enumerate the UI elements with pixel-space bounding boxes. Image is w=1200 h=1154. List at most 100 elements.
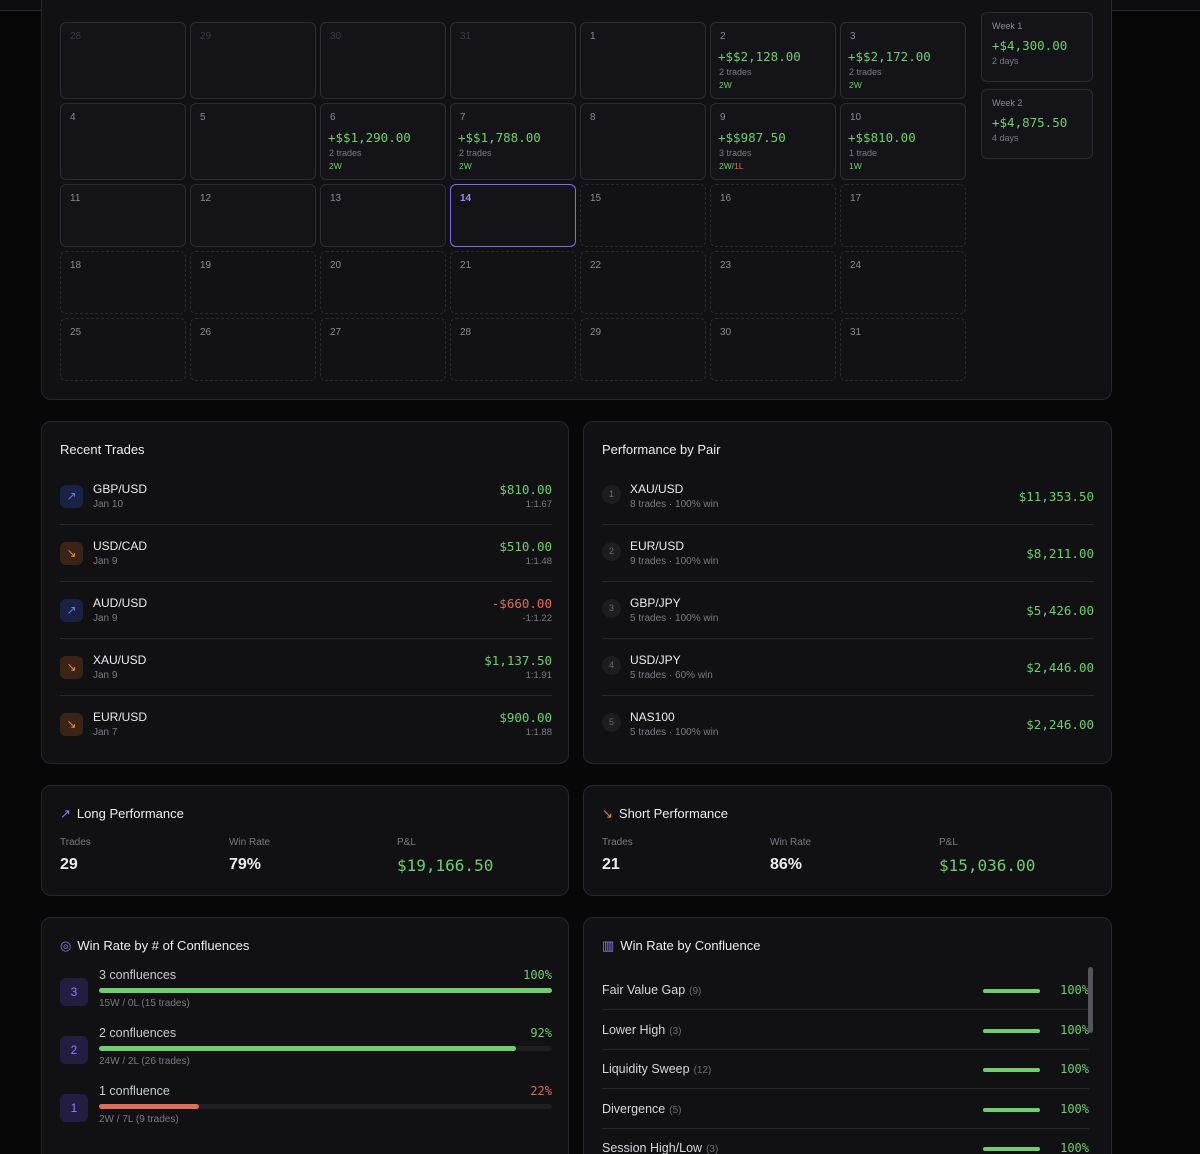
- day-trade-count: 3 trades: [719, 148, 752, 158]
- trade-row[interactable]: ↘ XAU/USD Jan 9 $1,137.50 1:1.91: [60, 639, 552, 696]
- confluence-row[interactable]: Divergence (5) 100%: [602, 1089, 1089, 1129]
- confluence-row[interactable]: Lower High (3) 100%: [602, 1010, 1089, 1050]
- pair-row[interactable]: 5 NAS100 5 trades · 100% win $2,246.00: [602, 696, 1094, 753]
- pair-row[interactable]: 1 XAU/USD 8 trades · 100% win $11,353.50: [602, 468, 1094, 525]
- long-performance-header: ↗ Long Performance: [60, 806, 184, 822]
- confluence-row[interactable]: Liquidity Sweep (12) 100%: [602, 1049, 1089, 1089]
- calendar-day[interactable]: 15: [580, 184, 706, 247]
- trend-down-icon: ↘: [60, 542, 83, 565]
- trade-risk-reward: -1:1.22: [522, 613, 552, 624]
- calendar-day[interactable]: 10 +$$810.00 1 trade 1W: [840, 103, 966, 180]
- calendar-day[interactable]: 13: [320, 184, 446, 247]
- pair-stats: 8 trades · 100% win: [630, 499, 719, 510]
- trade-date: Jan 9: [93, 556, 118, 567]
- calendar-day[interactable]: 8: [580, 103, 706, 180]
- day-trade-count: 1 trade: [849, 148, 878, 158]
- day-number: 28: [460, 327, 472, 338]
- pair-row[interactable]: 4 USD/JPY 5 trades · 60% win $2,446.00: [602, 639, 1094, 696]
- day-trade-count: 2 trades: [849, 67, 882, 77]
- day-number: 20: [330, 260, 342, 271]
- trade-row[interactable]: ↗ GBP/USD Jan 10 $810.00 1:1.67: [60, 468, 552, 525]
- calendar-day[interactable]: 11: [60, 184, 186, 247]
- pair-rank: 1: [602, 485, 621, 504]
- calendar-day[interactable]: 27: [320, 318, 446, 381]
- calendar-day[interactable]: 12: [190, 184, 316, 247]
- day-number: 2: [720, 31, 726, 42]
- calendar-day[interactable]: 25: [60, 318, 186, 381]
- trade-row[interactable]: ↘ EUR/USD Jan 7 $900.00 1:1.88: [60, 696, 552, 753]
- pair-symbol: USD/JPY: [630, 653, 681, 667]
- calendar-day[interactable]: 29: [580, 318, 706, 381]
- calendar-day[interactable]: 9 +$$987.50 3 trades 2W/1L: [710, 103, 836, 180]
- trade-date: Jan 9: [93, 613, 118, 624]
- calendar-day[interactable]: 14: [450, 184, 576, 247]
- pair-row[interactable]: 2 EUR/USD 9 trades · 100% win $8,211.00: [602, 525, 1094, 582]
- day-number: 4: [70, 112, 76, 123]
- calendar-day[interactable]: 22: [580, 251, 706, 314]
- trade-risk-reward: 1:1.88: [525, 727, 552, 738]
- long-performance-title: Long Performance: [76, 806, 184, 821]
- confluence-count: (9): [689, 986, 702, 997]
- confluence-count-percent: 22%: [530, 1084, 552, 1098]
- trade-pnl: $1,137.50: [484, 653, 552, 668]
- day-number: 1: [590, 31, 596, 42]
- day-number: 17: [850, 193, 862, 204]
- calendar-day[interactable]: 5: [190, 103, 316, 180]
- calendar-day[interactable]: 31: [450, 22, 576, 99]
- day-number: 18: [70, 260, 82, 271]
- win-rate-by-confluence-title: Win Rate by Confluence: [620, 938, 761, 953]
- pair-row[interactable]: 3 GBP/JPY 5 trades · 100% win $5,426.00: [602, 582, 1094, 639]
- day-number: 6: [330, 112, 336, 123]
- week-label: Week 2: [992, 98, 1023, 108]
- confluence-scrollbar[interactable]: [1088, 967, 1093, 1033]
- calendar-day[interactable]: 2 +$$2,128.00 2 trades 2W: [710, 22, 836, 99]
- calendar-day[interactable]: 29: [190, 22, 316, 99]
- day-number: 16: [720, 193, 732, 204]
- calendar-day[interactable]: 1: [580, 22, 706, 99]
- calendar-day[interactable]: 6 +$$1,290.00 2 trades 2W: [320, 103, 446, 180]
- trade-symbol: EUR/USD: [93, 710, 148, 724]
- calendar-day[interactable]: 23: [710, 251, 836, 314]
- confluence-row[interactable]: Fair Value Gap (9) 100%: [602, 970, 1089, 1010]
- confluence-count-percent: 100%: [523, 968, 552, 982]
- confluence-row[interactable]: Session High/Low (3) 100%: [602, 1128, 1089, 1154]
- win-rate-bar-fill: [99, 988, 552, 993]
- trade-symbol: XAU/USD: [93, 653, 147, 667]
- day-win-loss: 2W: [849, 80, 862, 90]
- calendar-day[interactable]: 7 +$$1,788.00 2 trades 2W: [450, 103, 576, 180]
- trade-pnl: $510.00: [499, 539, 552, 554]
- calendar-day[interactable]: 4: [60, 103, 186, 180]
- calendar-day[interactable]: 24: [840, 251, 966, 314]
- calendar-day[interactable]: 20: [320, 251, 446, 314]
- calendar-day[interactable]: 28: [450, 318, 576, 381]
- recent-trades-panel: Recent Trades ↗ GBP/USD Jan 10 $810.00 1:1.6…: [41, 421, 569, 764]
- confluence-count: (5): [669, 1104, 682, 1116]
- calendar-day[interactable]: 26: [190, 318, 316, 381]
- trade-pnl: $810.00: [499, 482, 552, 497]
- trade-symbol: GBP/USD: [93, 482, 148, 496]
- calendar-day[interactable]: 19: [190, 251, 316, 314]
- calendar-day[interactable]: 17: [840, 184, 966, 247]
- confluence-bar-fill: [983, 1028, 1040, 1033]
- confluence-bar-fill: [983, 1107, 1040, 1112]
- calendar-day[interactable]: 16: [710, 184, 836, 247]
- day-number: 29: [590, 327, 602, 338]
- calendar-day[interactable]: 18: [60, 251, 186, 314]
- day-wins: 2W: [719, 80, 732, 90]
- confluence-name-group: Divergence (5): [602, 1102, 681, 1116]
- short-trades-label: Trades: [602, 837, 633, 848]
- confluence-count-label: 3 confluences: [99, 968, 177, 982]
- calendar-day[interactable]: 21: [450, 251, 576, 314]
- confluence-name-group: Liquidity Sweep (12): [602, 1062, 711, 1076]
- day-number: 22: [590, 260, 602, 271]
- trade-date: Jan 9: [93, 670, 118, 681]
- calendar-day[interactable]: 3 +$$2,172.00 2 trades 2W: [840, 22, 966, 99]
- short-pnl-label: P&L: [939, 837, 958, 848]
- calendar-day[interactable]: 30: [710, 318, 836, 381]
- calendar-day[interactable]: 30: [320, 22, 446, 99]
- trade-risk-reward: 1:1.67: [525, 499, 552, 510]
- trade-row[interactable]: ↗ AUD/USD Jan 9 -$660.00 -1:1.22: [60, 582, 552, 639]
- trade-row[interactable]: ↘ USD/CAD Jan 9 $510.00 1:1.48: [60, 525, 552, 582]
- calendar-day[interactable]: 28: [60, 22, 186, 99]
- calendar-day[interactable]: 31: [840, 318, 966, 381]
